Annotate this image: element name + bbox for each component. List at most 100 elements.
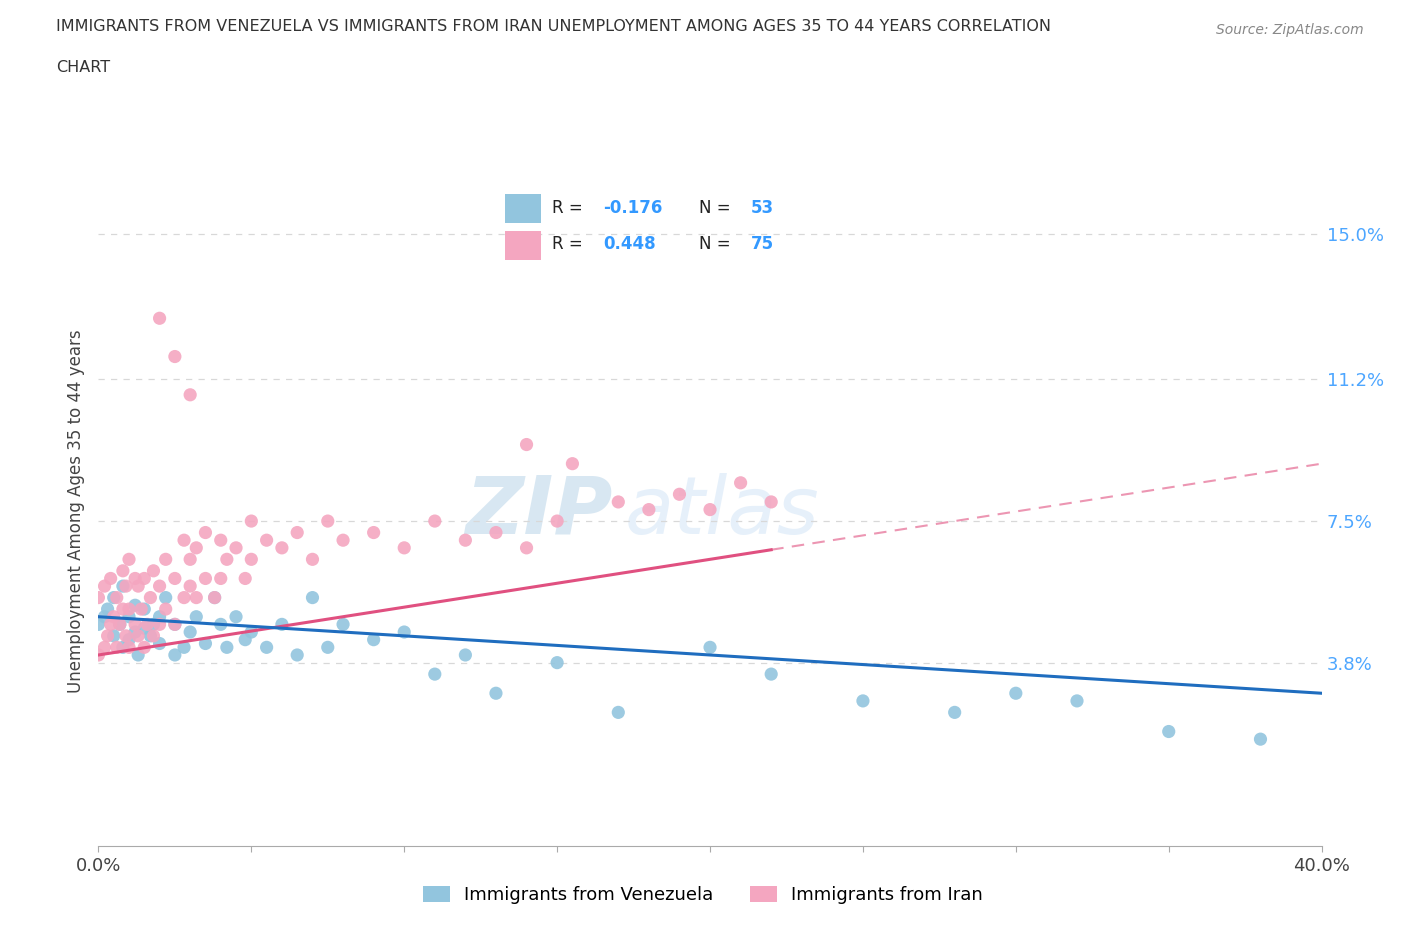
Point: [225, 609, 247, 624]
Point: [134, 602, 156, 617]
Point: [186, 540, 208, 555]
Point: [103, 609, 125, 624]
Point: [127, 578, 149, 593]
Point: [163, 647, 186, 662]
Y-axis label: Unemployment Among Ages 35 to 44 years: Unemployment Among Ages 35 to 44 years: [66, 330, 84, 693]
Point: [108, 617, 131, 631]
Point: [1004, 685, 1026, 700]
Point: [105, 640, 128, 655]
Point: [173, 533, 195, 548]
Point: [111, 640, 134, 655]
Text: ZIP: ZIP: [465, 472, 612, 551]
Point: [392, 540, 416, 555]
Point: [256, 640, 278, 655]
Point: [516, 540, 538, 555]
Point: [87, 617, 110, 631]
Point: [759, 667, 782, 682]
Point: [699, 502, 721, 517]
Point: [240, 513, 263, 528]
Point: [209, 571, 232, 586]
Point: [215, 640, 238, 655]
Point: [149, 617, 172, 631]
Point: [111, 564, 134, 578]
Point: [103, 629, 125, 644]
Point: [97, 602, 120, 617]
Point: [142, 564, 165, 578]
Point: [204, 591, 226, 605]
Text: CHART: CHART: [56, 60, 110, 75]
Point: [179, 551, 201, 566]
Point: [163, 571, 186, 586]
Point: [173, 640, 195, 655]
Point: [516, 437, 538, 452]
Point: [100, 571, 122, 586]
Point: [194, 525, 217, 540]
Point: [285, 525, 308, 540]
Point: [1249, 732, 1271, 747]
Point: [134, 620, 156, 635]
Point: [204, 591, 226, 605]
Point: [363, 632, 385, 647]
Point: [155, 551, 177, 566]
Point: [142, 617, 165, 631]
Point: [93, 640, 115, 655]
Point: [668, 486, 690, 501]
Point: [111, 602, 134, 617]
Point: [124, 617, 146, 631]
Point: [136, 617, 159, 631]
Point: [134, 640, 156, 655]
Point: [179, 625, 201, 640]
Point: [233, 571, 256, 586]
Point: [118, 609, 141, 624]
Point: [108, 617, 131, 631]
Point: [186, 609, 208, 624]
Point: [155, 602, 177, 617]
Point: [93, 609, 115, 624]
Point: [124, 571, 146, 586]
Point: [233, 632, 256, 647]
Legend: Immigrants from Venezuela, Immigrants from Iran: Immigrants from Venezuela, Immigrants fr…: [416, 879, 990, 911]
Point: [149, 609, 172, 624]
Point: [1066, 694, 1088, 709]
Text: Source: ZipAtlas.com: Source: ZipAtlas.com: [1216, 23, 1364, 37]
Point: [115, 629, 138, 644]
Point: [301, 591, 323, 605]
Point: [240, 551, 263, 566]
Point: [155, 591, 177, 605]
Point: [115, 578, 138, 593]
Point: [270, 540, 292, 555]
Point: [607, 705, 630, 720]
Point: [149, 636, 172, 651]
Point: [93, 578, 115, 593]
Point: [163, 617, 186, 631]
Point: [546, 513, 568, 528]
Point: [87, 591, 110, 605]
Point: [129, 602, 152, 617]
Point: [179, 388, 201, 403]
Point: [607, 495, 630, 510]
Point: [103, 591, 125, 605]
Point: [118, 602, 141, 617]
Point: [173, 591, 195, 605]
Point: [139, 591, 162, 605]
Point: [546, 656, 568, 671]
Point: [301, 551, 323, 566]
Point: [943, 705, 966, 720]
Text: IMMIGRANTS FROM VENEZUELA VS IMMIGRANTS FROM IRAN UNEMPLOYMENT AMONG AGES 35 TO : IMMIGRANTS FROM VENEZUELA VS IMMIGRANTS …: [56, 19, 1052, 33]
Point: [149, 578, 172, 593]
Point: [423, 513, 446, 528]
Point: [699, 640, 721, 655]
Point: [111, 578, 134, 593]
Point: [485, 685, 508, 700]
Point: [149, 311, 172, 325]
Point: [240, 625, 263, 640]
Point: [730, 475, 752, 490]
Point: [256, 533, 278, 548]
Point: [759, 495, 782, 510]
Point: [142, 629, 165, 644]
Point: [423, 667, 446, 682]
Point: [332, 617, 354, 631]
Point: [163, 349, 186, 364]
Point: [194, 636, 217, 651]
Point: [209, 533, 232, 548]
